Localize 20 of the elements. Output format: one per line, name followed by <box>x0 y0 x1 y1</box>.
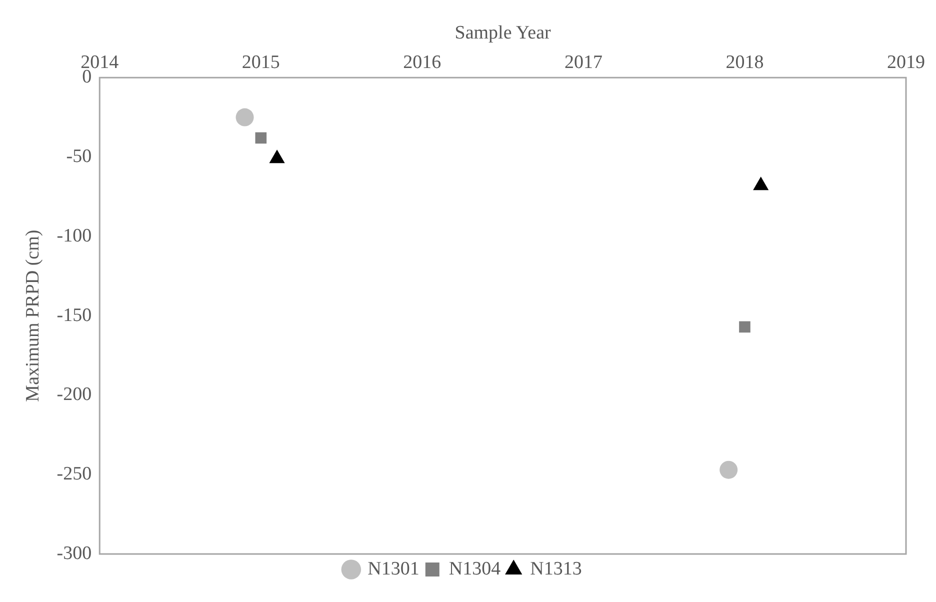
y-axis-title: Maximum PRPD (cm) <box>22 230 44 402</box>
x-axis-title: Sample Year <box>454 22 552 44</box>
legend-label: N1313 <box>530 558 582 580</box>
x-tick-label: 2017 <box>564 52 602 74</box>
x-tick-label: 2018 <box>726 52 764 74</box>
point <box>255 132 267 144</box>
x-tick-label: 2015 <box>242 52 280 74</box>
point <box>739 321 750 333</box>
y-tick-label: -50 <box>66 146 92 167</box>
y-tick-label: -150 <box>56 304 92 326</box>
y-tick-label: -300 <box>56 542 92 564</box>
x-tick-label: 2019 <box>887 52 925 74</box>
legend-label: N1301 <box>368 558 420 580</box>
point <box>236 108 254 126</box>
legend-label: N1304 <box>448 558 502 580</box>
point <box>720 460 738 479</box>
x-tick-label: 2016 <box>403 52 442 74</box>
y-tick-label: -250 <box>56 464 92 485</box>
y-tick-label: -100 <box>56 225 92 246</box>
y-tick-label: -200 <box>56 384 92 406</box>
